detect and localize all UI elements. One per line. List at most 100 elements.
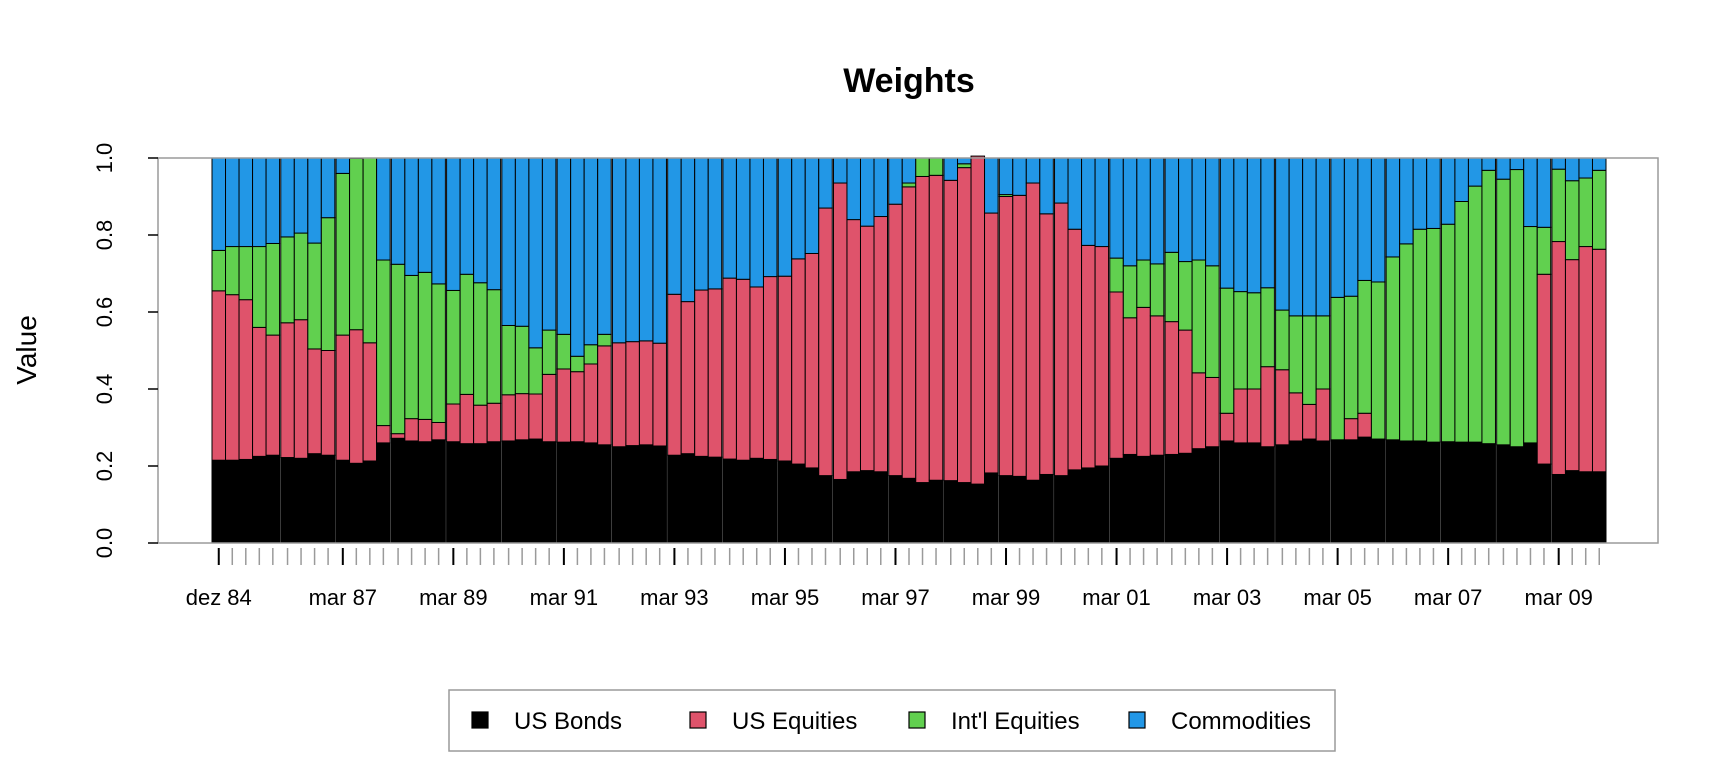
bar-segment-commodities [1523,157,1538,228]
bar-segment-commodities [280,157,295,238]
bar-segment-commodities [1219,157,1235,289]
bar-segment-us-bonds [873,471,889,544]
bar-segment-commodities [265,157,281,244]
bar-segment-us-equities [791,258,806,465]
bar-segment-int-l-equities [928,157,944,176]
bar-segment-us-bonds [1357,436,1372,544]
bar-segment-int-l-equities [362,157,378,344]
legend-swatch [471,711,489,729]
bar-segment-us-bonds [514,439,530,544]
bar-segment-int-l-equities [1467,185,1483,443]
bar-segment-us-bonds [390,437,406,544]
bar-segment-us-bonds [1496,444,1511,544]
bar-segment-us-bonds [832,478,848,544]
bar-segment-commodities [225,157,240,248]
bar-segment-us-equities [762,276,778,460]
bar-segment-us-bonds [1302,438,1317,544]
bar-segment-commodities [1330,157,1345,298]
x-tick-label: mar 03 [1193,585,1261,610]
y-tick-label: 1.0 [92,143,117,174]
bar-segment-int-l-equities [473,282,488,406]
bar-segment-int-l-equities [915,157,930,177]
bar-segment-int-l-equities [1260,287,1275,368]
bar-segment-us-bonds [280,457,295,544]
bar-segment-int-l-equities [514,325,530,395]
bar-segment-us-bonds [915,482,930,544]
bar-segment-us-equities [238,299,254,460]
bar-segment-us-bonds [984,472,999,544]
bar-segment-int-l-equities [211,249,227,292]
bar-segment-us-equities [225,294,240,461]
bar-segment-us-equities [611,342,627,448]
bar-segment-us-equities [417,418,433,443]
bar-segment-int-l-equities [265,242,281,336]
bar-segment-commodities [1343,157,1359,297]
bar-segment-commodities [1564,157,1580,182]
bar-segment-us-bonds [349,462,364,544]
bar-segment-us-equities [1536,273,1552,465]
bar-segment-int-l-equities [293,232,309,321]
bar-segment-us-bonds [1081,467,1096,544]
bar-segment-us-bonds [1288,440,1304,544]
bar-segment-commodities [1578,157,1593,179]
bar-segment-commodities [1481,157,1496,171]
bar-segment-us-bonds [1012,475,1027,544]
bar-segment-int-l-equities [335,172,351,336]
bar-segment-int-l-equities [1288,315,1304,394]
bar-segment-commodities [404,157,419,276]
bar-segment-us-bonds [638,444,654,544]
bar-segment-us-bonds [901,477,917,544]
bar-segment-commodities [1454,157,1469,202]
bar-segment-commodities [293,157,309,234]
x-tick-label: mar 99 [972,585,1040,610]
bar-segment-int-l-equities [1440,223,1456,443]
legend-swatch [689,711,707,729]
bar-segment-commodities [873,157,889,218]
bar-segment-us-equities [211,290,227,461]
bar-segment-int-l-equities [459,273,475,395]
x-tick-label: mar 01 [1082,585,1150,610]
bar-segment-us-equities [556,368,572,443]
bar-segment-us-equities [832,182,848,480]
y-tick-label: 0.8 [92,220,117,251]
bar-segment-int-l-equities [901,182,917,188]
bar-segment-us-equities [1136,306,1151,457]
bar-segment-commodities [818,157,833,209]
bar-segment-us-bonds [1136,455,1151,544]
bar-segment-commodities [307,157,322,244]
bar-segment-commodities [762,157,778,278]
bar-segment-commodities [1233,157,1248,293]
bar-segment-us-equities [804,252,820,469]
bar-segment-us-bonds [211,459,227,544]
bar-segment-commodities [1081,157,1096,246]
bar-segment-us-bonds [1578,471,1593,544]
bar-segment-us-equities [680,301,696,455]
bar-segment-commodities [446,157,461,291]
bar-segment-commodities [528,157,543,349]
bar-segment-us-bonds [1054,475,1069,544]
bar-segment-commodities [694,157,709,291]
bar-segment-us-bonds [1164,453,1180,544]
bar-segment-us-bonds [597,444,612,544]
bar-segment-us-bonds [1523,442,1538,544]
bar-segment-int-l-equities [583,344,599,365]
bar-segment-us-equities [1094,246,1110,467]
bar-segment-us-bonds [846,471,861,544]
x-tick-label: mar 89 [419,585,487,610]
bar-segment-us-bonds [486,441,502,544]
bar-segment-int-l-equities [1302,315,1317,405]
bar-segment-us-equities [1260,366,1275,448]
bar-segment-us-bonds [446,441,461,544]
bar-segment-commodities [1122,157,1138,267]
bar-segment-us-bonds [707,456,723,544]
bar-segment-commodities [707,157,723,290]
bar-segment-us-equities [280,322,295,459]
bar-segment-us-equities [320,350,336,456]
bar-segment-us-bonds [362,460,378,544]
bar-segment-commodities [1496,157,1511,180]
bar-segment-int-l-equities [1399,243,1414,442]
plot-frame [157,157,1659,544]
y-tick-label: 0.6 [92,297,117,328]
bar-segment-int-l-equities [446,289,461,405]
